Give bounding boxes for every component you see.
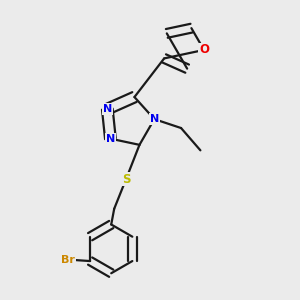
Text: N: N — [103, 104, 112, 114]
Text: N: N — [150, 114, 159, 124]
Text: N: N — [106, 134, 115, 144]
Text: Br: Br — [61, 255, 75, 265]
Text: O: O — [199, 44, 209, 56]
Text: S: S — [122, 172, 130, 185]
